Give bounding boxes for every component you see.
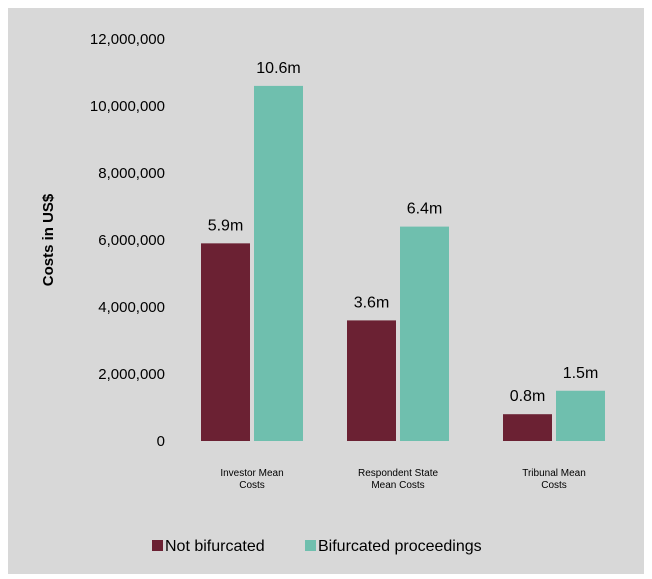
category-label: Respondent State: [358, 468, 438, 479]
bar: [400, 226, 449, 441]
y-axis-title: Costs in US$: [40, 193, 57, 286]
legend-label: Not bifurcated: [165, 538, 265, 555]
data-label: 1.5m: [563, 365, 599, 382]
y-tick-label: 0: [157, 433, 165, 450]
y-tick-label: 12,000,000: [90, 31, 165, 48]
y-tick-label: 2,000,000: [98, 366, 165, 383]
legend-swatch: [305, 540, 316, 551]
y-axis-ticks: 0 2,000,000 4,000,000 6,000,000 8,000,000 10,…: [90, 31, 165, 450]
y-tick-label: 6,000,000: [98, 232, 165, 249]
category-label: Tribunal Mean: [522, 468, 586, 479]
legend: Not bifurcated Bifurcated proceedings: [152, 538, 482, 555]
legend-label: Bifurcated proceedings: [318, 538, 482, 555]
data-label: 3.6m: [354, 294, 390, 311]
bar: [201, 243, 250, 441]
data-label: 0.8m: [510, 388, 546, 405]
y-tick-label: 10,000,000: [90, 98, 165, 115]
legend-swatch: [152, 540, 163, 551]
data-labels: 5.9m 10.6m 3.6m 6.4m 0.8m 1.5m: [208, 60, 599, 405]
data-label: 6.4m: [407, 201, 443, 218]
bar: [503, 414, 552, 441]
category-label: Costs: [541, 480, 567, 491]
bar: [347, 320, 396, 441]
bar: [556, 390, 605, 441]
data-label: 5.9m: [208, 217, 244, 234]
bars: [201, 85, 605, 442]
bar: [254, 85, 303, 442]
category-label: Investor Mean: [220, 468, 283, 479]
category-label: Costs: [239, 480, 265, 491]
data-label: 10.6m: [256, 60, 300, 77]
y-tick-label: 4,000,000: [98, 299, 165, 316]
chart-area: 0 2,000,000 4,000,000 6,000,000 8,000,000 10,…: [8, 8, 644, 574]
y-tick-label: 8,000,000: [98, 165, 165, 182]
category-label: Mean Costs: [371, 480, 424, 491]
bar-chart: 0 2,000,000 4,000,000 6,000,000 8,000,000 10,…: [40, 31, 605, 555]
